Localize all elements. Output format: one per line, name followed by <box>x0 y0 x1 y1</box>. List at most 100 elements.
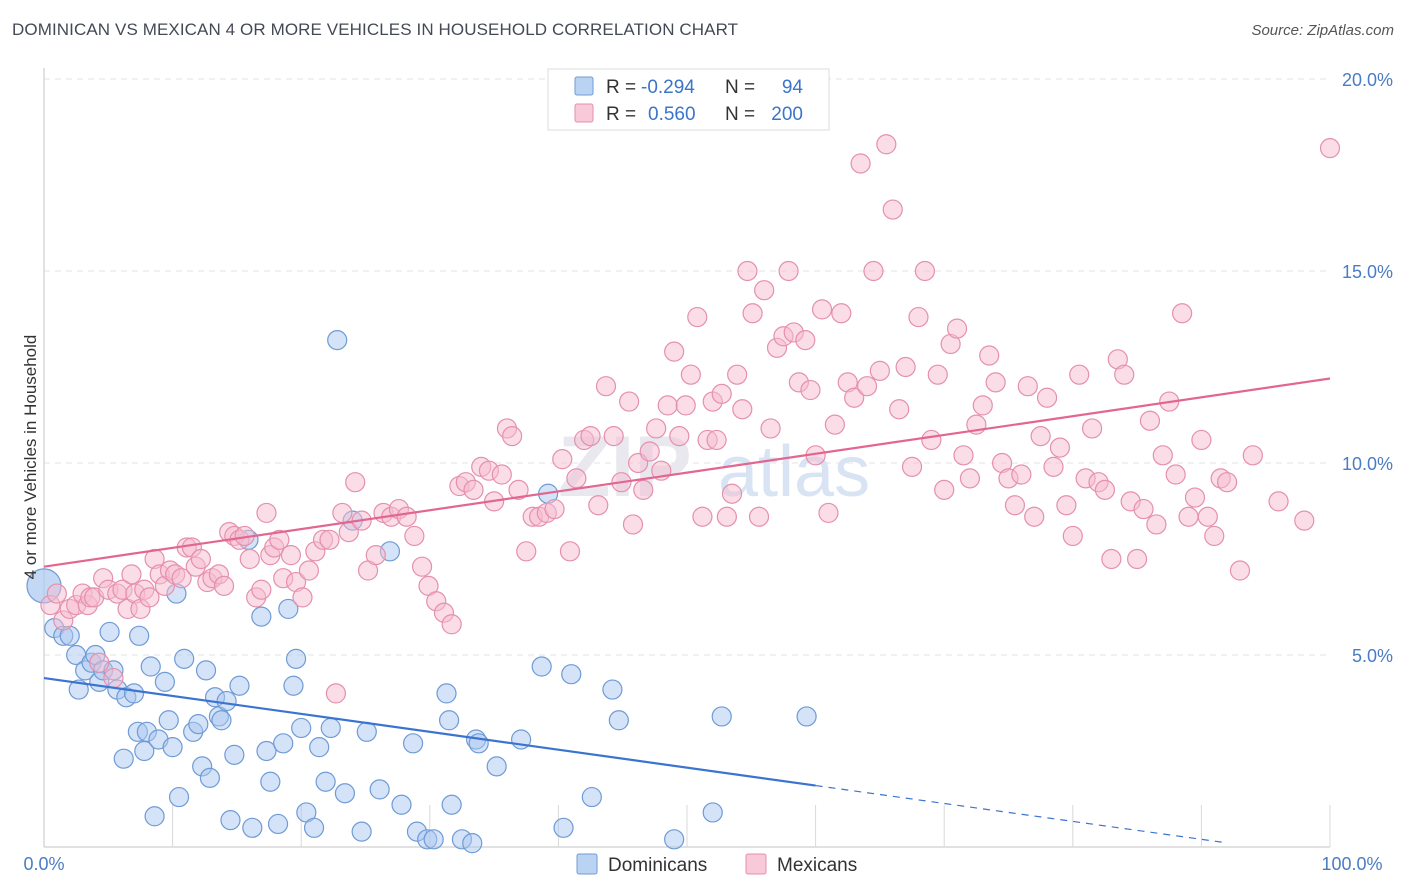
mexican-point <box>103 667 124 689</box>
mexican-point <box>345 472 366 493</box>
dominican-point <box>158 710 179 731</box>
dominican-point <box>242 817 263 838</box>
mexican-point <box>680 364 701 385</box>
dominican-point <box>174 648 195 669</box>
dominican-point <box>123 683 145 704</box>
dominican-point <box>283 675 304 696</box>
dominican-point <box>320 717 341 739</box>
mexican-point <box>882 199 903 220</box>
mexican-point <box>121 564 142 585</box>
legend-bottom: Dominicans Mexicans <box>576 853 857 876</box>
mexican-point <box>239 548 260 570</box>
mexican-point <box>863 260 884 282</box>
dominican-point <box>278 598 299 620</box>
mexican-point <box>46 583 67 604</box>
dominican-point <box>441 794 462 815</box>
mexican-point <box>1184 487 1206 508</box>
dominican-point <box>702 802 723 823</box>
legend-r-value-dominicans: -0.294 <box>641 77 695 98</box>
legend-top-box <box>547 68 830 131</box>
mexican-point <box>646 418 667 439</box>
dominican-point <box>796 706 817 727</box>
legend-n-label: N = <box>725 77 755 98</box>
mexican-point <box>1049 437 1071 458</box>
mexican-point <box>1204 525 1225 547</box>
legend-n-value-dominicans: 94 <box>782 77 804 98</box>
mexican-point <box>1165 464 1186 485</box>
dominicans-points <box>26 330 817 854</box>
mexican-point <box>669 426 690 447</box>
mexican-point <box>566 468 587 489</box>
dominican-point <box>608 710 629 731</box>
legend-n-label: N = <box>725 104 755 125</box>
mexican-point <box>1069 364 1090 385</box>
dominican-point <box>129 625 150 646</box>
mexican-point <box>463 479 484 500</box>
x-tick-label-max: 100.0% <box>1321 854 1382 874</box>
y-tick-label: 10.0% <box>1342 454 1393 474</box>
mexican-point <box>622 514 644 535</box>
dominican-point <box>273 733 294 754</box>
dominican-point <box>356 721 377 742</box>
mexican-point <box>580 426 601 447</box>
mexican-point <box>889 399 910 420</box>
y-tick-labels: 5.0% 10.0% 15.0% 20.0% <box>1342 70 1393 666</box>
mexican-point <box>1043 456 1064 477</box>
dominican-point <box>140 656 161 677</box>
mexican-point <box>1101 548 1122 570</box>
dominican-point <box>285 648 307 669</box>
dominican-point <box>315 771 336 792</box>
mexican-point <box>559 541 581 562</box>
mexican-point <box>190 548 211 570</box>
y-axis-title: 4 or more Vehicles in Household <box>21 335 40 580</box>
mexican-point <box>633 479 654 500</box>
dominican-trend-line <box>43 676 816 787</box>
mexican-point <box>404 525 425 547</box>
mexican-point <box>1178 506 1199 527</box>
legend-top: R = -0.294 N = 94 R = 0.560 N = 200 <box>547 68 830 131</box>
mexican-point <box>876 134 897 155</box>
dominican-point <box>154 671 175 692</box>
legend-bottom-label-dominicans: Dominicans <box>608 855 707 876</box>
legend-bottom-label-mexicans: Mexicans <box>777 855 857 876</box>
dominican-point <box>334 783 356 804</box>
dominican-point <box>423 829 444 850</box>
mexican-point <box>742 303 763 324</box>
mexican-point <box>619 391 640 412</box>
dominican-point <box>195 660 217 681</box>
mexican-point <box>959 468 981 489</box>
mexican-point <box>544 498 565 520</box>
mexican-point <box>595 376 617 397</box>
mexican-point <box>1062 525 1083 547</box>
mexican-point <box>721 483 743 504</box>
mexican-point <box>1133 498 1154 520</box>
mexican-point <box>1217 472 1238 493</box>
mexican-point <box>639 441 660 462</box>
mexican-point <box>953 445 974 466</box>
dominican-point <box>327 330 348 351</box>
mexican-point <box>1139 410 1161 431</box>
mexican-point <box>1191 429 1212 451</box>
mexican-point <box>171 568 192 589</box>
legend-bottom-swatch-mexicans <box>745 853 767 875</box>
dominican-point <box>211 710 232 731</box>
legend-r-value-mexicans: 0.560 <box>648 104 696 125</box>
mexican-point <box>365 545 386 566</box>
dominican-point <box>68 679 89 700</box>
mexican-point <box>325 683 347 704</box>
mexican-point <box>298 560 320 581</box>
mexican-point <box>706 429 727 451</box>
legend-swatch-mexicans <box>574 103 594 123</box>
mexican-point <box>441 614 462 635</box>
mexican-point <box>1172 303 1193 324</box>
source-label: Source: ZipAtlas.com <box>1251 22 1394 39</box>
mexican-point <box>716 506 737 527</box>
mexican-point <box>850 153 871 174</box>
mexican-point <box>985 372 1006 393</box>
mexican-point <box>1011 464 1032 485</box>
mexican-point <box>396 506 417 527</box>
mexican-point <box>856 376 878 397</box>
mexican-point <box>687 306 708 328</box>
mexican-point <box>811 299 833 320</box>
mexican-point <box>1126 548 1148 570</box>
